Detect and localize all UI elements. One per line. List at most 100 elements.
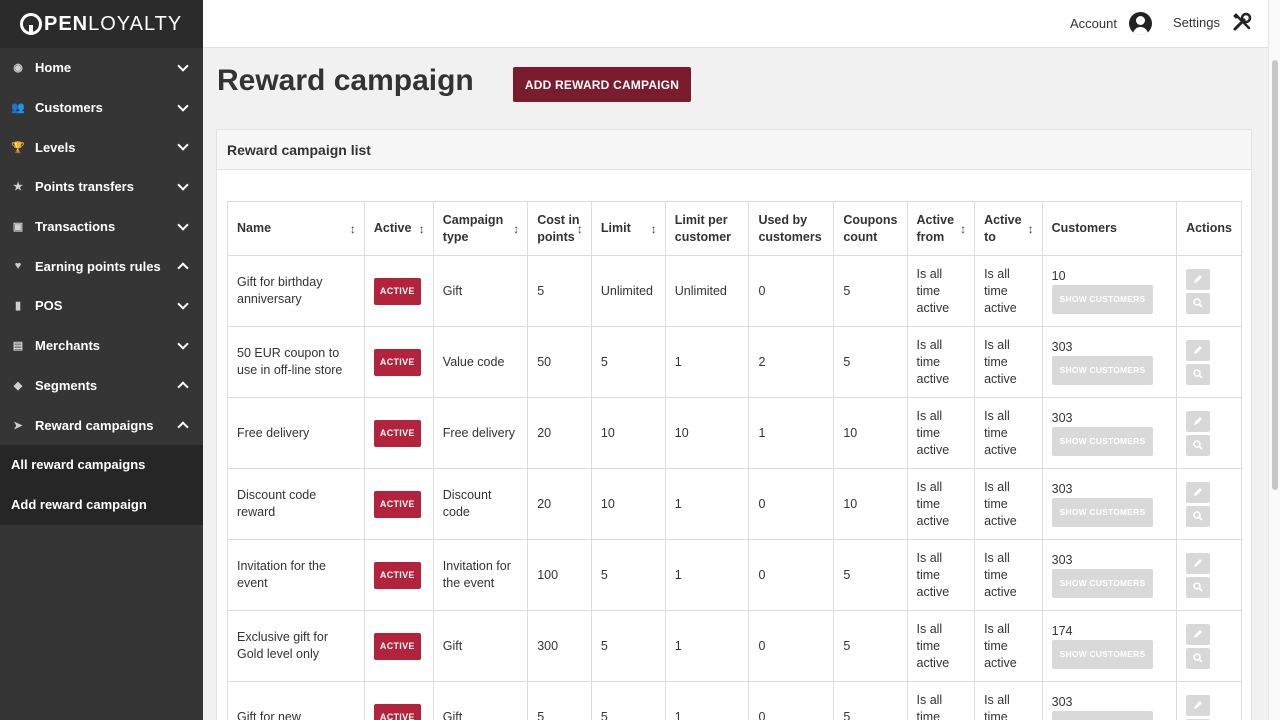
chevron-down-icon[interactable] bbox=[177, 99, 189, 112]
chevron-up-icon[interactable] bbox=[177, 421, 189, 433]
chevron-down-icon[interactable] bbox=[177, 337, 189, 350]
used-by-customers-cell: 0 bbox=[748, 610, 835, 682]
sort-icon[interactable]: ↕ bbox=[513, 222, 520, 236]
sidebar-item-segments[interactable]: ◆ Segments bbox=[0, 366, 203, 406]
edit-button[interactable] bbox=[1186, 552, 1211, 574]
view-button[interactable] bbox=[1186, 434, 1211, 456]
view-button[interactable] bbox=[1186, 292, 1211, 314]
active-cell: ACTIVE bbox=[363, 468, 434, 540]
sort-icon[interactable]: ↕ bbox=[650, 222, 657, 236]
column-header-limit[interactable]: Limit ↕ bbox=[590, 201, 666, 256]
column-header-active-to[interactable]: Active to ↕ bbox=[974, 201, 1043, 256]
sidebar-item-home[interactable]: ◉ Home bbox=[0, 48, 203, 88]
sidebar-item-merchants[interactable]: ▤ Merchants bbox=[0, 326, 203, 366]
view-button[interactable] bbox=[1186, 576, 1211, 598]
sidebar-item-points-transfers[interactable]: ★ Points transfers bbox=[0, 167, 203, 207]
show-customers-button[interactable]: SHOW CUSTOMERS bbox=[1051, 640, 1154, 669]
heart-icon: ♥ bbox=[14, 260, 22, 273]
sort-icon[interactable]: ↕ bbox=[1027, 222, 1034, 236]
column-header-active[interactable]: Active ↕ bbox=[363, 201, 434, 256]
cell-text: active bbox=[916, 513, 950, 528]
tools-icon[interactable] bbox=[1232, 12, 1252, 32]
pencil-icon bbox=[1194, 274, 1203, 283]
sort-icon[interactable]: ↕ bbox=[418, 222, 425, 236]
logo-bold-text: PEN bbox=[44, 12, 89, 35]
header-line1: Limit per bbox=[674, 212, 728, 227]
customers-count: 10 bbox=[1051, 269, 1066, 283]
edit-button[interactable] bbox=[1186, 268, 1211, 290]
sidebar-item-levels[interactable]: 🏆 Levels bbox=[0, 127, 203, 167]
chevron-down-icon[interactable] bbox=[177, 179, 189, 191]
view-button[interactable] bbox=[1186, 718, 1211, 720]
name-cell: Gift for birthday anniversary bbox=[227, 255, 365, 327]
edit-button[interactable] bbox=[1186, 410, 1211, 432]
page-scrollbar[interactable] bbox=[1268, 0, 1280, 720]
settings-label: Settings bbox=[1173, 14, 1220, 30]
reward-campaign-table: Name ↕ Active ↕ Campaign type ↕ Cost in points ↕ L… bbox=[227, 201, 1242, 720]
add-reward-campaign-button[interactable]: ADD REWARD CAMPAIGN bbox=[513, 67, 691, 102]
view-button[interactable] bbox=[1186, 505, 1211, 527]
sidebar-item-customers[interactable]: 👥 Customers bbox=[0, 88, 203, 128]
chevron-down-icon[interactable] bbox=[177, 60, 189, 72]
table-row: Exclusive gift for Gold level only ACTIVE G… bbox=[227, 610, 1242, 682]
show-customers-button[interactable]: SHOW CUSTOMERS bbox=[1051, 427, 1154, 456]
scrollbar-thumb[interactable] bbox=[1272, 60, 1278, 490]
sidebar-item-pos[interactable]: ▮ POS bbox=[0, 286, 203, 326]
sidebar-item-earning-points-rules[interactable]: ♥ Earning points rules bbox=[0, 246, 203, 286]
logo[interactable]: PENLOYALTY bbox=[0, 0, 203, 48]
sidebar-item-transactions[interactable]: ▣ Transactions bbox=[0, 207, 203, 247]
show-customers-button[interactable]: SHOW CUSTOMERS bbox=[1051, 569, 1154, 598]
active-badge: ACTIVE bbox=[373, 490, 421, 518]
chevron-down-icon[interactable] bbox=[177, 218, 189, 231]
header-line1: Active bbox=[916, 212, 955, 227]
cell-text: active bbox=[916, 655, 950, 670]
edit-button[interactable] bbox=[1186, 481, 1211, 503]
column-header-cost-in-points[interactable]: Cost in points ↕ bbox=[527, 201, 592, 256]
logo-light-text: LOYALTY bbox=[88, 12, 183, 35]
show-customers-button[interactable]: SHOW CUSTOMERS bbox=[1051, 356, 1154, 385]
cell-text: active bbox=[984, 584, 1017, 599]
view-button[interactable] bbox=[1186, 647, 1211, 669]
column-header-campaign-type[interactable]: Campaign type ↕ bbox=[432, 201, 529, 256]
show-customers-button[interactable]: SHOW CUSTOMERS bbox=[1051, 711, 1154, 720]
cell-text: active bbox=[984, 371, 1017, 386]
edit-button[interactable] bbox=[1186, 339, 1211, 361]
column-header-name[interactable]: Name ↕ bbox=[227, 201, 365, 256]
edit-button[interactable] bbox=[1186, 623, 1211, 645]
show-customers-button[interactable]: SHOW CUSTOMERS bbox=[1051, 498, 1154, 527]
coupons-count-cell: 5 bbox=[833, 610, 908, 682]
header-line1: Active bbox=[373, 221, 412, 235]
customers-count: 303 bbox=[1051, 340, 1073, 354]
submenu-item-add-reward-campaign[interactable]: Add reward campaign bbox=[11, 497, 147, 513]
actions-cell bbox=[1176, 326, 1242, 398]
limit-per-customer-cell: Unlimited bbox=[664, 255, 750, 327]
settings-menu[interactable]: Settings bbox=[1173, 12, 1252, 32]
name-cell: 50 EUR coupon to use in off-line store bbox=[227, 326, 365, 398]
chevron-down-icon[interactable] bbox=[177, 298, 189, 310]
header-line1: Actions bbox=[1186, 221, 1232, 235]
sidebar-item-reward-campaigns[interactable]: ➤ Reward campaigns bbox=[0, 405, 203, 445]
cell-text: active bbox=[984, 655, 1017, 670]
submenu-item-all-reward-campaigns[interactable]: All reward campaigns bbox=[11, 457, 146, 473]
sort-icon[interactable]: ↕ bbox=[349, 222, 356, 236]
account-menu[interactable]: Account bbox=[1070, 12, 1152, 35]
sort-icon[interactable]: ↕ bbox=[960, 222, 967, 236]
sidebar-item-label: Segments bbox=[35, 377, 98, 393]
edit-button[interactable] bbox=[1186, 694, 1211, 716]
chevron-up-icon[interactable] bbox=[177, 262, 189, 274]
search-icon bbox=[1193, 652, 1203, 663]
show-customers-button[interactable]: SHOW CUSTOMERS bbox=[1051, 285, 1154, 314]
sidebar-item-label: Home bbox=[35, 60, 72, 76]
chevron-up-icon[interactable] bbox=[177, 381, 189, 394]
header-line2: from bbox=[916, 229, 945, 244]
column-header-active-from[interactable]: Active from ↕ bbox=[906, 201, 976, 256]
account-avatar-icon[interactable] bbox=[1129, 12, 1152, 35]
header-line1: Coupons bbox=[843, 212, 898, 227]
sidebar-item-label: Merchants bbox=[35, 338, 101, 354]
chevron-down-icon[interactable] bbox=[177, 139, 189, 151]
coupons-count-cell: 5 bbox=[833, 539, 908, 611]
header-line2: count bbox=[843, 229, 878, 244]
view-button[interactable] bbox=[1186, 363, 1211, 385]
sort-icon[interactable]: ↕ bbox=[576, 222, 583, 236]
